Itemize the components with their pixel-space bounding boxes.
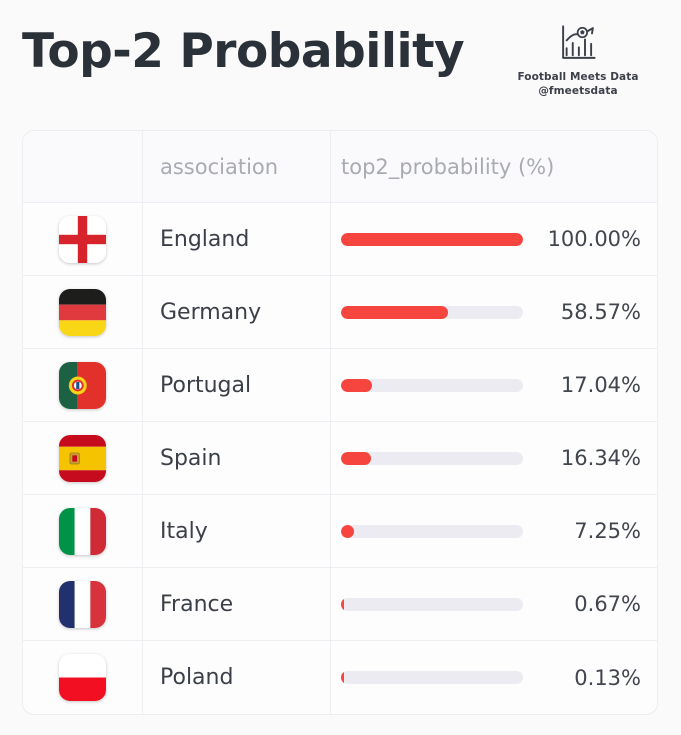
cell-probability: 0.67% xyxy=(331,568,657,640)
column-header-association: association xyxy=(160,154,279,179)
probability-value: 0.67% xyxy=(574,592,641,616)
probability-bar-fill xyxy=(341,305,448,319)
probability-bar-wrap: 0.13% xyxy=(341,666,641,690)
cell-association: France xyxy=(143,568,331,640)
germany-flag-icon xyxy=(59,288,106,336)
header-cell-flag xyxy=(23,131,143,202)
cell-probability: 17.04% xyxy=(331,349,657,421)
england-flag-icon xyxy=(59,215,106,263)
cell-flag xyxy=(23,568,143,640)
probability-bar-fill xyxy=(341,597,344,611)
cell-flag xyxy=(23,495,143,567)
association-name: France xyxy=(160,591,234,617)
italy-flag-icon xyxy=(59,507,106,555)
bar-chart-soccer-ball-icon xyxy=(557,22,599,64)
probability-bar-wrap: 0.67% xyxy=(341,592,641,616)
probability-value: 58.57% xyxy=(560,300,641,324)
cell-association: Germany xyxy=(143,276,331,348)
cell-probability: 16.34% xyxy=(331,422,657,494)
probability-table: association top2_probability (%) England… xyxy=(22,130,658,715)
probability-value: 7.25% xyxy=(574,519,641,543)
cell-association: Spain xyxy=(143,422,331,494)
table-row: Poland 0.13% xyxy=(23,641,657,714)
table-row: England 100.00% xyxy=(23,203,657,276)
probability-bar-track xyxy=(341,232,523,246)
header-cell-probability: top2_probability (%) xyxy=(331,131,657,202)
cell-probability: 58.57% xyxy=(331,276,657,348)
cell-probability: 7.25% xyxy=(331,495,657,567)
cell-flag xyxy=(23,203,143,275)
probability-bar-wrap: 7.25% xyxy=(341,519,641,543)
probability-bar-track xyxy=(341,305,523,319)
cell-flag xyxy=(23,276,143,348)
cell-association: England xyxy=(143,203,331,275)
table-row: Italy 7.25% xyxy=(23,495,657,568)
probability-bar-fill xyxy=(341,451,371,465)
table-body: England 100.00% Germany 58.57% Portugal 17.… xyxy=(23,203,657,714)
spain-flag-icon xyxy=(59,434,106,482)
association-name: Poland xyxy=(160,665,234,690)
probability-bar-fill xyxy=(341,524,355,538)
probability-value: 0.13% xyxy=(574,665,641,690)
cell-association: Portugal xyxy=(143,349,331,421)
portugal-flag-icon xyxy=(59,361,106,409)
probability-value: 100.00% xyxy=(547,227,641,251)
cell-flag xyxy=(23,349,143,421)
association-name: Germany xyxy=(160,299,262,325)
brand-handle: @fmeetsdata xyxy=(538,85,618,98)
cell-probability: 0.13% xyxy=(331,641,657,714)
table-header-row: association top2_probability (%) xyxy=(23,131,657,203)
table-row: Spain 16.34% xyxy=(23,422,657,495)
cell-flag xyxy=(23,422,143,494)
probability-bar-wrap: 16.34% xyxy=(341,446,641,470)
association-name: Spain xyxy=(160,445,222,471)
table-row: Portugal 17.04% xyxy=(23,349,657,422)
poland-flag-icon xyxy=(59,654,106,701)
probability-bar-wrap: 100.00% xyxy=(341,227,641,251)
probability-bar-wrap: 58.57% xyxy=(341,300,641,324)
cell-probability: 100.00% xyxy=(331,203,657,275)
probability-bar-fill xyxy=(341,378,372,392)
probability-value: 16.34% xyxy=(560,446,641,470)
column-header-probability: top2_probability (%) xyxy=(341,154,555,179)
probability-bar-track xyxy=(341,378,523,392)
probability-bar-wrap: 17.04% xyxy=(341,373,641,397)
cell-association: Poland xyxy=(143,641,331,714)
header-cell-association: association xyxy=(143,131,331,202)
france-flag-icon xyxy=(59,580,106,628)
cell-flag xyxy=(23,641,143,714)
brand-block: Football Meets Data @fmeetsdata xyxy=(503,22,653,98)
probability-bar-track xyxy=(341,671,523,684)
probability-value: 17.04% xyxy=(560,373,641,397)
association-name: Portugal xyxy=(160,372,252,398)
probability-bar-fill xyxy=(341,232,523,246)
page-title: Top-2 Probability xyxy=(22,24,465,79)
probability-bar-track xyxy=(341,524,523,538)
association-name: Italy xyxy=(160,518,208,544)
probability-bar-track xyxy=(341,597,523,611)
probability-bar-track xyxy=(341,451,523,465)
table-row: Germany 58.57% xyxy=(23,276,657,349)
header: Top-2 Probability xyxy=(0,0,681,120)
probability-bar-fill xyxy=(341,671,344,684)
table-row: France 0.67% xyxy=(23,568,657,641)
brand-name: Football Meets Data xyxy=(517,71,639,83)
cell-association: Italy xyxy=(143,495,331,567)
association-name: England xyxy=(160,226,250,252)
